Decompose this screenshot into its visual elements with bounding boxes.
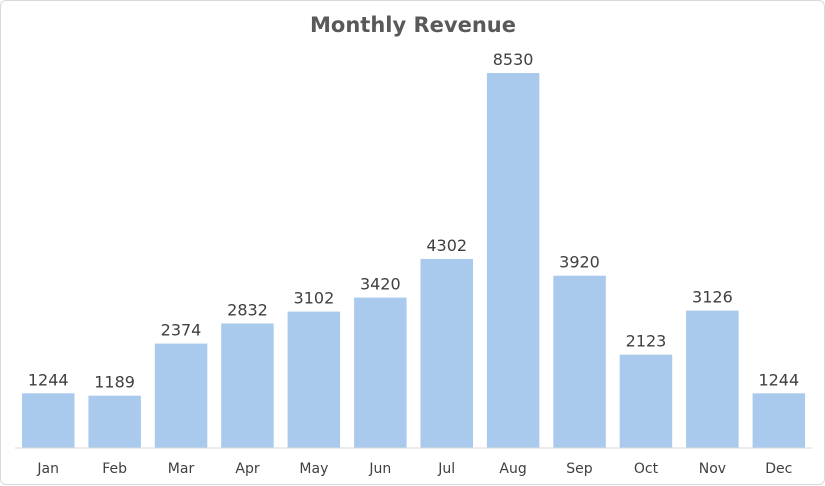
category-label-apr: Apr bbox=[235, 461, 259, 477]
category-label-jun: Jun bbox=[368, 461, 391, 477]
value-label-oct: 2123 bbox=[626, 332, 667, 351]
category-label-feb: Feb bbox=[102, 461, 127, 477]
value-label-mar: 2374 bbox=[161, 321, 202, 340]
bar-may bbox=[287, 311, 341, 448]
bars-group bbox=[22, 73, 806, 448]
category-label-dec: Dec bbox=[765, 461, 792, 477]
bar-nov bbox=[686, 310, 739, 448]
value-label-dec: 1244 bbox=[758, 370, 799, 389]
bar-mar bbox=[154, 343, 208, 448]
value-label-aug: 8530 bbox=[493, 50, 534, 69]
bar-feb bbox=[88, 395, 141, 448]
bar-jan bbox=[22, 393, 75, 448]
bar-jul bbox=[420, 258, 473, 448]
bar-apr bbox=[221, 323, 274, 448]
category-label-jul: Jul bbox=[437, 461, 455, 477]
value-labels-group: 1244 1189 2374 2832 3102 3420 4302 8530 3920 2123… bbox=[28, 50, 799, 392]
category-labels-group: Jan Feb Mar Apr May Jun Jul Aug Sep Oct Nov Dec bbox=[36, 461, 792, 477]
category-label-mar: Mar bbox=[168, 461, 195, 477]
category-label-jan: Jan bbox=[36, 461, 59, 477]
category-label-nov: Nov bbox=[699, 461, 726, 477]
bar-sep bbox=[553, 275, 606, 448]
category-label-sep: Sep bbox=[566, 461, 593, 477]
category-label-oct: Oct bbox=[634, 461, 659, 477]
category-label-may: May bbox=[299, 461, 328, 477]
category-label-aug: Aug bbox=[499, 461, 526, 477]
bar-oct bbox=[619, 354, 673, 448]
value-label-feb: 1189 bbox=[94, 373, 135, 392]
value-label-jan: 1244 bbox=[28, 370, 69, 389]
value-label-nov: 3126 bbox=[692, 288, 733, 307]
bar-dec bbox=[752, 393, 806, 448]
value-label-apr: 2832 bbox=[227, 301, 268, 320]
bar-aug bbox=[486, 73, 540, 448]
chart-title: Monthly Revenue bbox=[310, 13, 516, 37]
value-label-may: 3102 bbox=[294, 289, 335, 308]
value-label-jun: 3420 bbox=[360, 275, 401, 294]
value-label-sep: 3920 bbox=[559, 253, 600, 272]
bar-jun bbox=[354, 297, 407, 448]
value-label-jul: 4302 bbox=[426, 236, 467, 255]
